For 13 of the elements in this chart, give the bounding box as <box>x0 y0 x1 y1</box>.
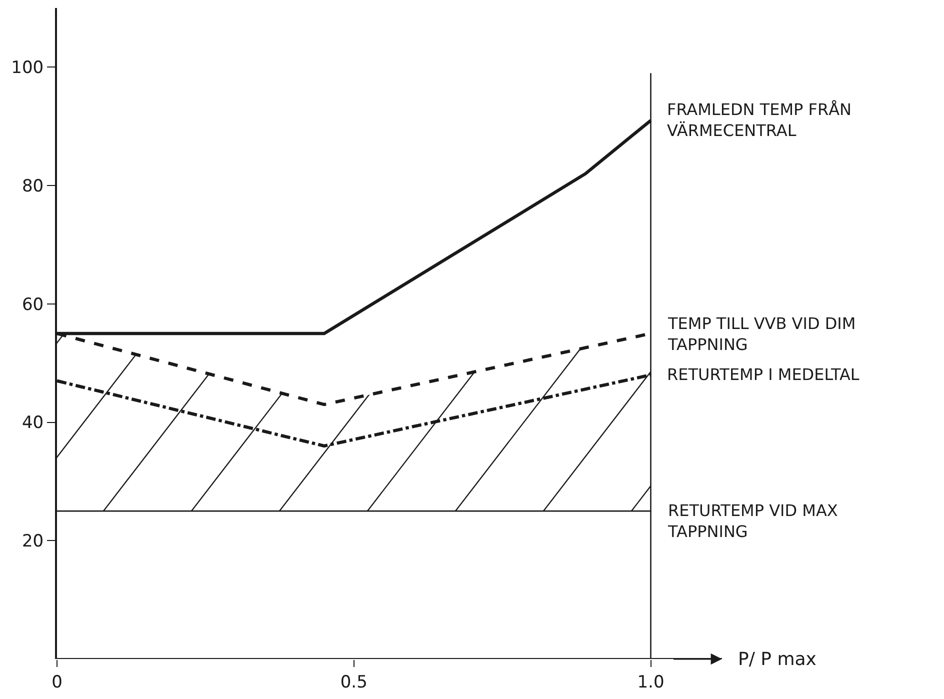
y-tick-label: 60 <box>22 294 44 315</box>
ref-line-label: RETURTEMP VID MAX TAPPNING <box>667 501 838 541</box>
x-tick-label: 1.0 <box>637 672 664 692</box>
series-label: TEMP TILL VVB VID DIM TAPPNING <box>667 314 856 354</box>
x-axis-title: P/ P max <box>738 649 817 670</box>
x-tick-label: 0.5 <box>340 672 368 692</box>
series-label: FRAMLEDN TEMP FRÅN VÄRMECENTRAL <box>667 100 852 140</box>
x-tick-label: 0 <box>52 672 62 692</box>
y-tick-label: 80 <box>22 176 44 196</box>
series-label: RETURTEMP I MEDELTAL <box>667 365 860 384</box>
y-tick-label: 20 <box>22 532 44 552</box>
y-tick-label: 100 <box>11 58 44 78</box>
y-tick-label: 40 <box>22 413 44 434</box>
